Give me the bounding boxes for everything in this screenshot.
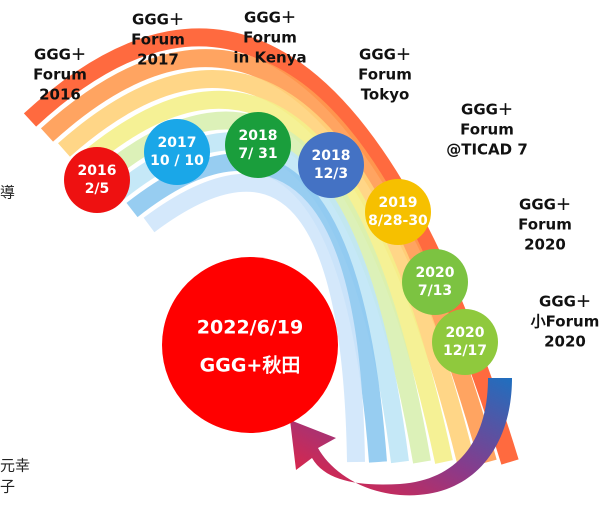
event-label: 2016 [39,86,81,104]
event-date: 10 / 10 [150,153,204,169]
event-date: 2/5 [85,181,110,197]
event-label: in Kenya [233,49,306,67]
highlight-circle [162,257,338,433]
event-date: 2020 [446,325,485,341]
event-date: 2019 [379,195,418,211]
event-label: Forum [518,216,572,234]
event-label: Tokyo [361,86,410,104]
event-circle [64,147,130,213]
event-label: 2017 [137,51,179,69]
event-date: 12/17 [443,343,487,359]
event-date: 2020 [416,265,455,281]
event-date: 7/ 31 [238,146,277,162]
event-circle [225,112,291,178]
event-circle [298,132,364,198]
diagram: 2016 2/5 GGG＋ Forum 2016 2017 10 / 10 GGG＋ Forum… [0,0,612,519]
event-label: Forum [358,66,412,84]
event-label: Forum [460,121,514,139]
event-date: 2016 [78,163,117,179]
event-circle [432,309,498,375]
event-label: GGG＋ [359,46,411,64]
event-label: GGG＋ [132,11,184,29]
event-date: 2017 [158,135,197,151]
event-label: GGG＋ [519,196,571,214]
highlight-text: 2022/6/19 [197,317,303,339]
event-date: 8/28-30 [368,213,428,229]
event-label: Forum [243,29,297,47]
event-label: @TICAD 7 [446,141,528,159]
event-label: GGG＋ [34,46,86,64]
event-label: 2020 [524,236,566,254]
event-label: GGG＋ [539,293,591,311]
event-label: 2020 [544,333,586,351]
event-circle [365,179,431,245]
event-label: 小Forum [531,313,600,331]
event-label: Forum [33,66,87,84]
event-label: GGG＋ [244,9,296,27]
event-label: Forum [131,31,185,49]
event-label: GGG＋ [461,101,513,119]
highlight-text: GGG+秋田 [200,354,301,377]
text-fragment: 導 [0,184,15,202]
text-fragment: 子 [0,478,15,496]
event-date: 7/13 [418,283,452,299]
event-circle [144,119,210,185]
event-date: 2018 [312,148,351,164]
event-date: 2018 [239,128,278,144]
text-fragment: 元幸 [0,457,30,475]
event-date: 12/3 [314,166,348,182]
event-circle [402,249,468,315]
